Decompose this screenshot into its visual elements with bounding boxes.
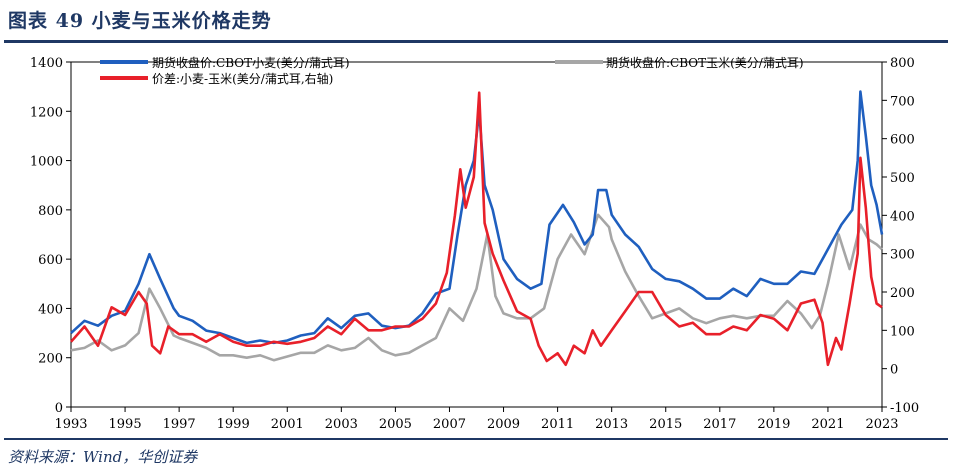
x-tick-label: 1993	[54, 417, 87, 432]
legend-label-corn: 期货收盘价:CBOT玉米(美分/蒲式耳)	[606, 55, 804, 70]
right-tick-label: 600	[890, 133, 915, 148]
left-tick-label: 1200	[30, 105, 63, 120]
series-line-wheat	[70, 90, 884, 345]
x-tick-label: 1999	[217, 417, 250, 432]
left-tick-label: 600	[38, 253, 63, 268]
series-line-corn	[70, 213, 883, 362]
legend-label-wheat: 期货收盘价:CBOT小麦(美分/蒲式耳)	[152, 55, 350, 70]
right-tick-label: 500	[890, 171, 915, 186]
left-tick-label: 400	[38, 302, 63, 317]
x-tick-label: 1997	[163, 417, 196, 432]
source-note: 资料来源：Wind，华创证券	[8, 448, 198, 466]
x-tick-label: 2003	[325, 417, 358, 432]
left-tick-label: 800	[38, 204, 63, 219]
left-tick-label: 1400	[30, 56, 63, 71]
right-tick-label: 300	[890, 248, 915, 263]
right-tick-label: -100	[890, 401, 919, 416]
series-lines	[70, 90, 884, 367]
left-tick-label: 200	[38, 352, 63, 367]
plot-frame	[70, 61, 883, 408]
chart-title: 图表 49 小麦与玉米价格走势	[8, 10, 272, 32]
left-tick-label: 1000	[30, 155, 63, 170]
x-tick-label: 2007	[433, 417, 466, 432]
series-line-spread	[70, 91, 883, 367]
right-tick-label: 100	[890, 324, 915, 339]
x-axis: 1993 1995 1997 1999 2001 2003 2005 2007 2009 2011…	[54, 407, 899, 432]
x-tick-label: 2021	[811, 417, 844, 432]
right-tick-label: 400	[890, 209, 915, 224]
x-tick-label: 2017	[703, 417, 736, 432]
legend: 期货收盘价:CBOT小麦(美分/蒲式耳) 价差:小麦-玉米(美分/蒲式耳,右轴)…	[100, 55, 804, 86]
left-tick-label: 0	[55, 401, 63, 416]
right-tick-label: 0	[890, 363, 898, 378]
right-tick-label: 700	[890, 94, 915, 109]
x-tick-label: 2009	[487, 417, 520, 432]
right-axis: -100 0 100 200 300 400 500 600 700 800	[882, 56, 919, 416]
legend-label-spread: 价差:小麦-玉米(美分/蒲式耳,右轴)	[152, 71, 333, 86]
x-tick-label: 2015	[649, 417, 682, 432]
x-tick-label: 2019	[757, 417, 790, 432]
footer-rule	[4, 438, 948, 440]
right-tick-label: 800	[890, 56, 915, 71]
x-tick-label: 2005	[379, 417, 412, 432]
left-axis: 0 200 400 600 800 1000 1200 1400	[30, 56, 71, 416]
x-tick-label: 2023	[865, 417, 898, 432]
x-tick-label: 2001	[271, 417, 304, 432]
title-rule	[4, 40, 948, 43]
x-tick-label: 2013	[595, 417, 628, 432]
right-tick-label: 200	[890, 286, 915, 301]
x-tick-label: 2011	[541, 417, 574, 432]
x-tick-label: 1995	[109, 417, 142, 432]
